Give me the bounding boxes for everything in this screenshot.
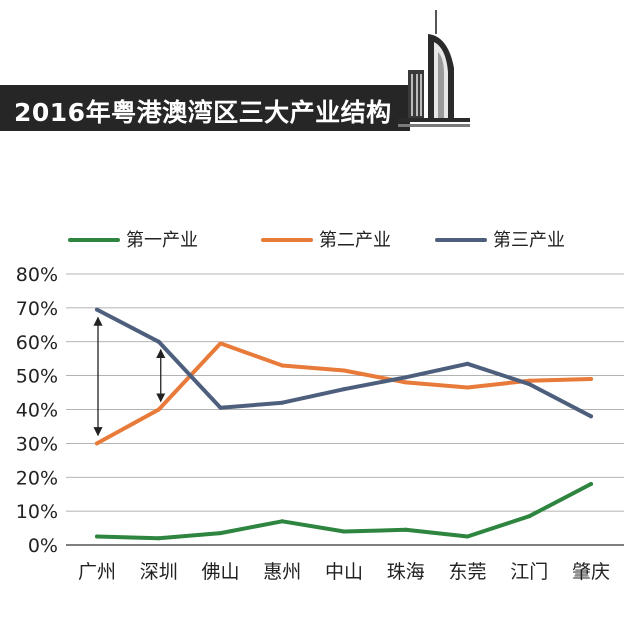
legend-label: 第三产业 <box>493 230 565 251</box>
skyscraper-icon <box>398 10 470 127</box>
legend: 第一产业 第二产业 第三产业 <box>68 230 565 251</box>
y-tick-label: 20% <box>16 467 58 489</box>
title-bar <box>0 85 410 131</box>
data-point <box>465 385 470 390</box>
x-tick-label: 广州 <box>78 561 116 583</box>
y-tick-label: 0% <box>28 535 58 557</box>
grid-lines <box>66 273 624 546</box>
x-tick-label: 中山 <box>325 561 363 583</box>
data-point <box>589 414 593 419</box>
data-point <box>280 519 285 524</box>
data-point <box>156 536 161 541</box>
y-tick-label: 70% <box>16 298 58 320</box>
data-point <box>342 529 346 534</box>
data-point <box>527 514 532 519</box>
x-tick-label: 江门 <box>510 561 548 583</box>
y-axis-ticks: 0% 10% 20% 30% 40% 50% 60% 70% 80% <box>16 264 58 557</box>
x-tick-label: 肇庆 <box>572 561 610 583</box>
y-tick-label: 30% <box>16 433 58 455</box>
data-point <box>218 531 223 536</box>
x-axis-ticks: 广州 深圳 佛山 惠州 中山 珠海 东莞 江门 肇庆 <box>78 561 610 583</box>
y-tick-label: 40% <box>16 400 58 422</box>
data-point <box>527 382 532 387</box>
data-point <box>589 377 593 382</box>
legend-label: 第二产业 <box>319 230 391 251</box>
data-point <box>280 363 285 368</box>
data-point <box>218 405 223 410</box>
data-point <box>156 339 161 344</box>
x-tick-label: 珠海 <box>387 561 425 583</box>
series-line-2 <box>95 341 593 446</box>
x-tick-label: 深圳 <box>140 561 178 583</box>
data-point <box>280 400 285 405</box>
y-tick-label: 10% <box>16 501 58 523</box>
data-point <box>95 307 99 312</box>
data-point <box>342 387 346 392</box>
legend-label: 第一产业 <box>126 230 198 251</box>
annotations <box>93 316 166 437</box>
series-lines <box>95 307 593 541</box>
data-point <box>156 407 161 412</box>
data-point <box>95 534 99 539</box>
series-line-3 <box>95 307 593 419</box>
y-tick-label: 60% <box>16 332 58 354</box>
data-point <box>403 380 408 385</box>
y-tick-label: 50% <box>16 366 58 388</box>
data-point <box>342 368 346 373</box>
data-point <box>465 361 470 366</box>
data-point <box>403 527 408 532</box>
x-tick-label: 东莞 <box>448 561 486 583</box>
data-point <box>95 441 99 446</box>
data-point <box>589 482 593 487</box>
data-point <box>218 341 223 346</box>
data-point <box>403 375 408 380</box>
x-tick-label: 惠州 <box>263 561 301 583</box>
data-point <box>465 534 470 539</box>
y-tick-label: 80% <box>16 264 58 286</box>
x-tick-label: 佛山 <box>201 561 239 583</box>
chart-title: 2016年粤港澳湾区三大产业结构 <box>14 98 392 127</box>
